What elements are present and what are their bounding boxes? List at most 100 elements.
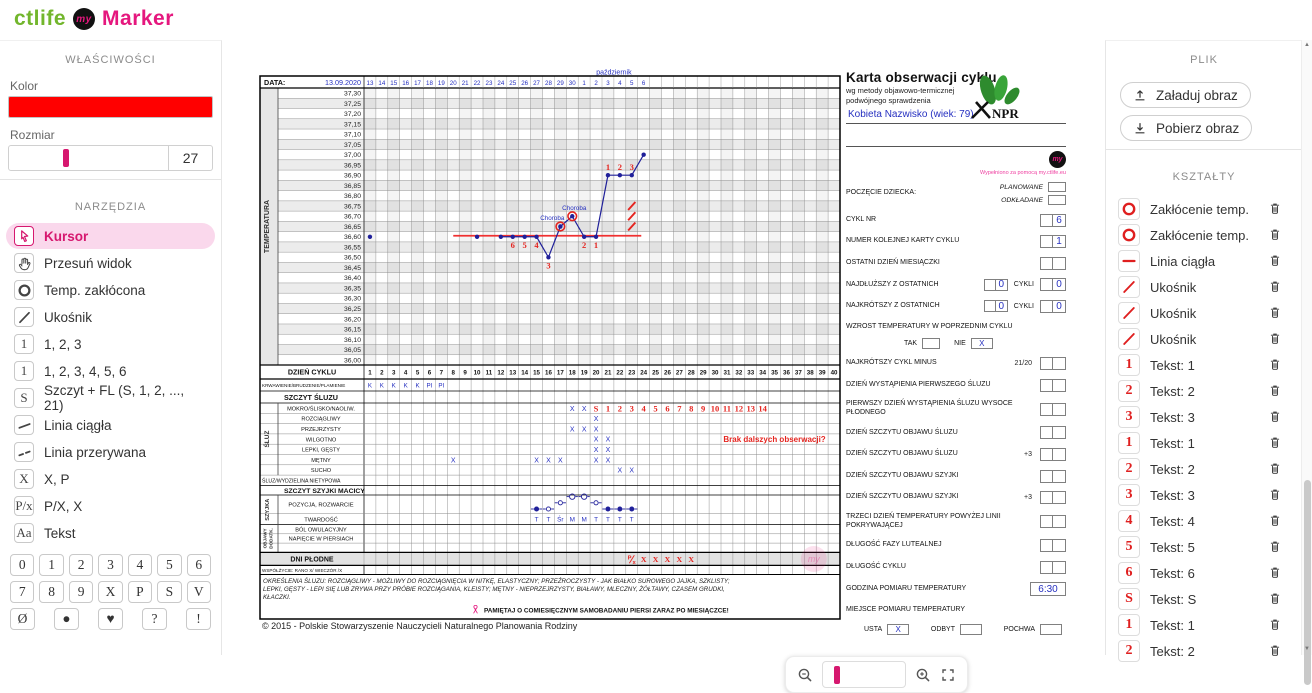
zoom-slider-thumb[interactable] (834, 666, 840, 684)
app-name: Marker (102, 7, 174, 31)
zoom-out-icon[interactable] (797, 667, 813, 683)
shape-delete-button[interactable] (1268, 253, 1282, 269)
svg-text:NPR: NPR (992, 106, 1019, 121)
stamp-button[interactable]: ♥ (98, 608, 123, 630)
stamp-button[interactable]: 3 (98, 554, 122, 576)
svg-text:4: 4 (642, 403, 647, 413)
shape-delete-button[interactable] (1268, 357, 1282, 373)
shape-delete-button[interactable] (1268, 409, 1282, 425)
fit-view-icon[interactable] (940, 667, 956, 683)
stamp-button[interactable]: 4 (128, 554, 152, 576)
stamp-button[interactable]: 2 (69, 554, 93, 576)
tool-item[interactable]: Kursor (6, 223, 215, 249)
stamp-button[interactable]: 1 (39, 554, 63, 576)
svg-text:1: 1 (606, 162, 610, 172)
svg-text:22: 22 (474, 80, 481, 87)
shape-delete-button[interactable] (1268, 201, 1282, 217)
svg-text:6: 6 (642, 80, 646, 87)
shape-item[interactable]: Ukośnik (1106, 326, 1302, 352)
shape-delete-button[interactable] (1268, 279, 1282, 295)
scroll-down-icon[interactable]: ▼ (1302, 644, 1312, 655)
shape-delete-button[interactable] (1268, 305, 1282, 321)
shape-delete-button[interactable] (1268, 617, 1282, 633)
stamp-button[interactable]: Ø (10, 608, 35, 630)
shape-delete-button[interactable] (1268, 461, 1282, 477)
stamp-button[interactable]: ● (54, 608, 79, 630)
svg-text:X: X (570, 406, 575, 413)
stamp-button[interactable]: 0 (10, 554, 34, 576)
load-image-label: Załaduj obraz (1156, 88, 1238, 103)
window-scrollbar[interactable]: ▲ ▼ (1301, 40, 1312, 655)
zoom-in-icon[interactable] (915, 667, 931, 683)
shape-delete-button[interactable] (1268, 331, 1282, 347)
scroll-up-icon[interactable]: ▲ (1302, 40, 1312, 51)
stamp-button[interactable]: ! (186, 608, 211, 630)
stamp-button[interactable]: S (157, 581, 181, 603)
stamp-button[interactable]: 8 (39, 581, 63, 603)
2-glyph-icon: 2 (1118, 640, 1140, 662)
stamp-button[interactable]: 6 (187, 554, 211, 576)
stamp-button[interactable]: 5 (157, 554, 181, 576)
svg-text:3: 3 (546, 260, 550, 270)
tool-item[interactable]: Linia ciągła (6, 412, 215, 438)
size-slider[interactable] (8, 145, 169, 171)
shape-delete-button[interactable] (1268, 591, 1282, 607)
shape-label: Tekst: 1 (1150, 436, 1195, 451)
shape-item[interactable]: Ukośnik (1106, 300, 1302, 326)
shape-item[interactable]: Zakłócenie temp. (1106, 196, 1302, 222)
stamp-button[interactable]: 7 (10, 581, 34, 603)
shape-item[interactable]: Linia ciągła (1106, 248, 1302, 274)
zoom-slider[interactable] (822, 661, 906, 688)
stamp-button[interactable]: V (187, 581, 211, 603)
shape-delete-button[interactable] (1268, 643, 1282, 659)
svg-text:DODATK.: DODATK. (269, 528, 274, 549)
shape-delete-button[interactable] (1268, 513, 1282, 529)
stamp-button[interactable]: X (98, 581, 122, 603)
download-image-button[interactable]: Pobierz obraz (1120, 115, 1252, 141)
stamp-button[interactable]: P (128, 581, 152, 603)
svg-text:SZCZYT SZYJKI MACICY: SZCZYT SZYJKI MACICY (284, 488, 365, 495)
cycle-chart-canvas[interactable]: 37,3037,2537,2037,1537,1037,0537,0036,95… (258, 68, 844, 634)
shape-delete-button[interactable] (1268, 383, 1282, 399)
shape-delete-button[interactable] (1268, 565, 1282, 581)
tool-item[interactable]: Przesuń widok (6, 250, 215, 276)
svg-text:K: K (380, 383, 385, 390)
shape-delete-button[interactable] (1268, 539, 1282, 555)
tool-item[interactable]: Ukośnik (6, 304, 215, 330)
shape-delete-button[interactable] (1268, 435, 1282, 451)
size-slider-thumb[interactable] (63, 149, 69, 167)
shape-delete-button[interactable] (1268, 227, 1282, 243)
tool-item[interactable]: Temp. zakłócona (6, 277, 215, 303)
color-swatch[interactable] (8, 96, 213, 118)
stamp-button[interactable]: 9 (69, 581, 93, 603)
load-image-button[interactable]: Załaduj obraz (1120, 82, 1251, 108)
shape-item[interactable]: Zakłócenie temp. (1106, 222, 1302, 248)
stamp-button[interactable]: ? (142, 608, 167, 630)
shape-item[interactable]: Ukośnik (1106, 274, 1302, 300)
stamp-buttons-row: Ø ● ♥?! (10, 608, 211, 630)
svg-text:20: 20 (450, 80, 457, 87)
tool-item[interactable]: Linia przerywana (6, 439, 215, 465)
shape-delete-button[interactable] (1268, 487, 1282, 503)
